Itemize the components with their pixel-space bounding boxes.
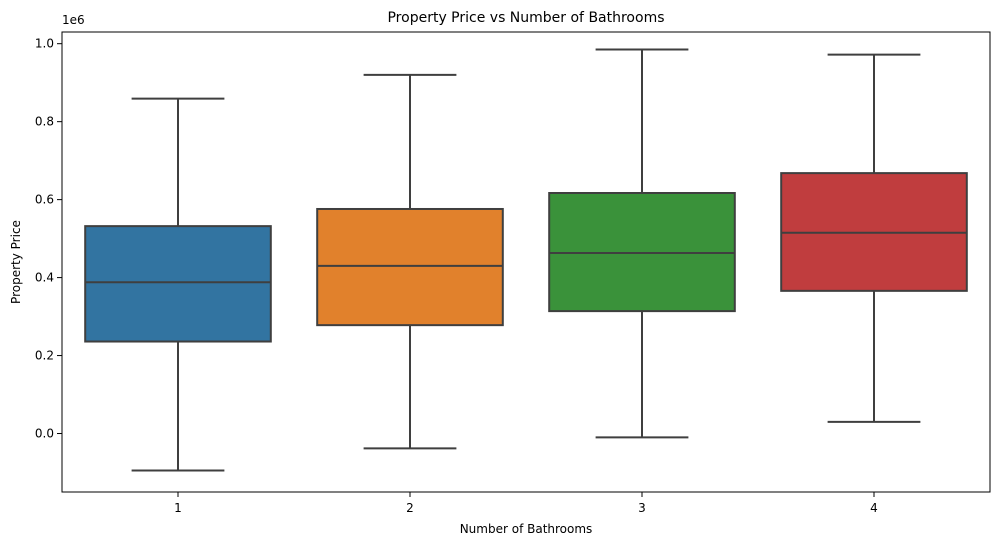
box-1 <box>84 225 272 343</box>
chart-title: Property Price vs Number of Bathrooms <box>387 10 664 26</box>
plot-frame <box>61 31 991 493</box>
y-tick-label: 0.6 <box>35 193 54 207</box>
x-tick-label: 2 <box>406 501 414 515</box>
y-tick-label: 0.8 <box>35 115 54 129</box>
y-tick-label: 0.0 <box>35 427 54 441</box>
x-tick-label: 3 <box>638 501 646 515</box>
y-offset-label: 1e6 <box>62 13 85 27</box>
y-tick-label: 0.2 <box>35 349 54 363</box>
box-2 <box>316 207 504 327</box>
x-axis-label: Number of Bathrooms <box>460 522 593 536</box>
plot-area: 0.0 0.2 0.4 0.6 0.8 1.0 1 2 3 4 <box>35 37 968 515</box>
x-tick-label: 1 <box>174 501 182 515</box>
y-tick-label: 1.0 <box>35 37 54 51</box>
y-tick-label: 0.4 <box>35 271 54 285</box>
x-tick-label: 4 <box>870 501 878 515</box>
y-axis-label: Property Price <box>9 220 23 304</box>
